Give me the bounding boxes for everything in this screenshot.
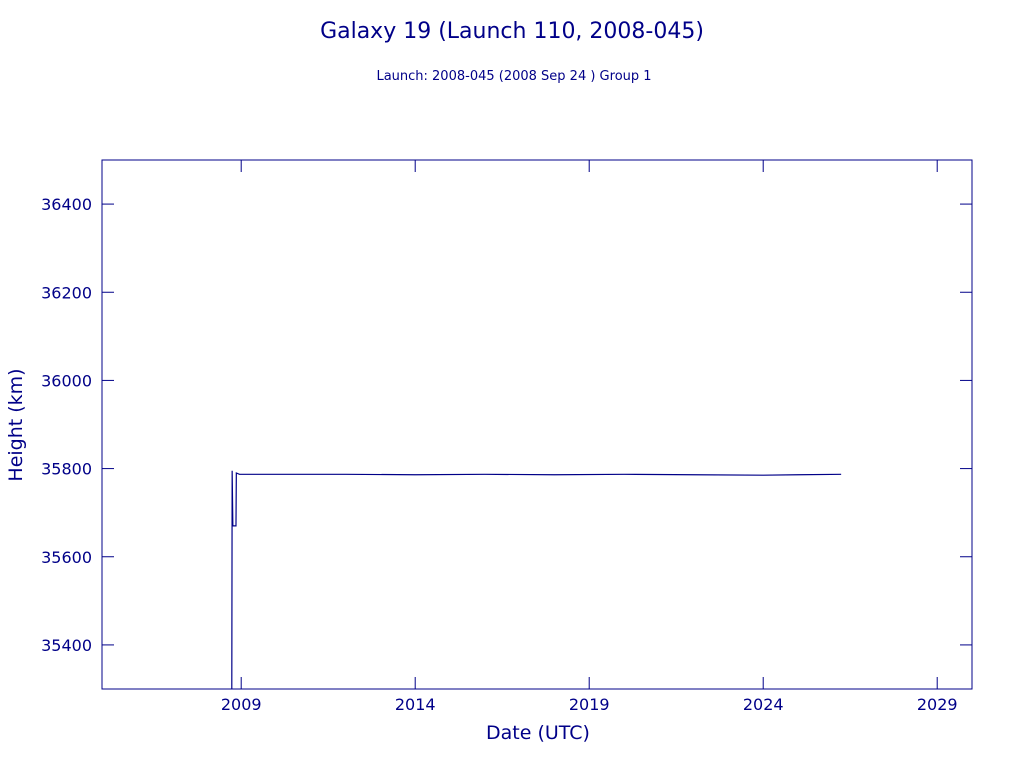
y-tick-label: 35400 — [41, 636, 92, 655]
y-tick-label: 35600 — [41, 548, 92, 567]
y-axis-label: Height (km) — [5, 368, 27, 481]
y-tick-label: 35800 — [41, 460, 92, 479]
plot-frame — [101, 159, 973, 690]
x-tick-label: 2024 — [743, 695, 784, 714]
x-tick-label: 2014 — [395, 695, 436, 714]
x-tick-label: 2029 — [917, 695, 958, 714]
chart-title: Galaxy 19 (Launch 110, 2008-045) — [320, 19, 704, 44]
y-tick-label: 36000 — [41, 371, 92, 390]
y-tick-label: 36200 — [41, 283, 92, 302]
y-tick-label: 36400 — [41, 195, 92, 214]
x-tick-label: 2009 — [221, 695, 262, 714]
chart-subtitle: Launch: 2008-045 (2008 Sep 24 ) Group 1 — [376, 69, 651, 84]
x-tick-label: 2019 — [569, 695, 610, 714]
data-line — [231, 470, 842, 690]
x-axis-label: Date (UTC) — [486, 722, 590, 744]
